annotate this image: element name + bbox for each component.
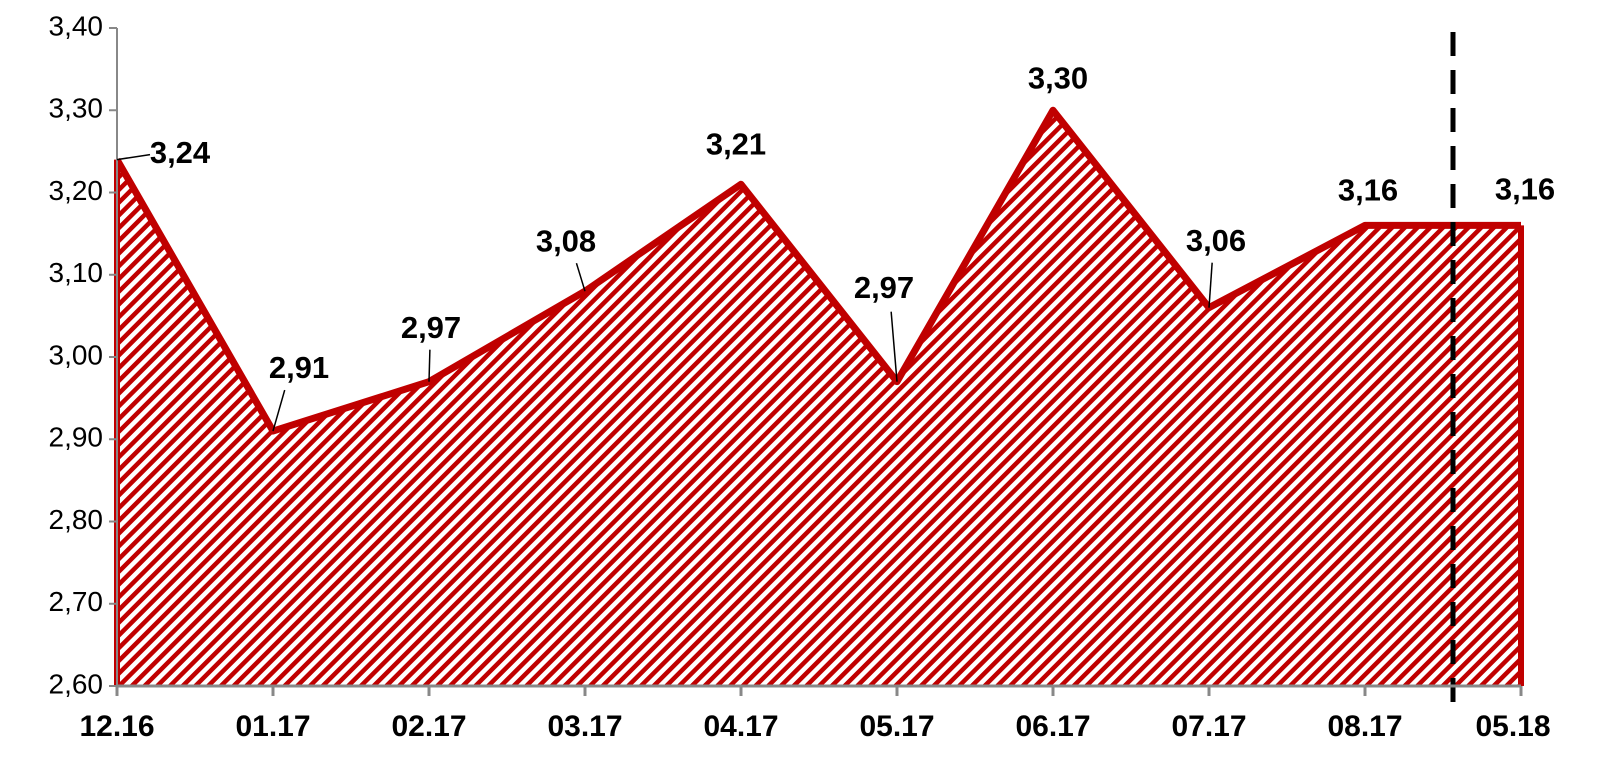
y-tick-label: 3,00 [49, 339, 104, 370]
value-label: 3,16 [1495, 172, 1555, 207]
x-tick-label: 06.17 [1015, 710, 1090, 743]
y-tick-label: 2,60 [49, 668, 104, 699]
leader-line [890, 311, 898, 382]
y-tick-label: 3,20 [49, 175, 104, 206]
leader-line [575, 262, 586, 292]
leader-line [116, 153, 151, 161]
value-label: 3,06 [1186, 223, 1246, 258]
value-label: 2,97 [854, 270, 914, 305]
x-tick-label: 03.17 [547, 710, 622, 743]
x-tick-label: 04.17 [703, 710, 778, 743]
value-label: 3,16 [1338, 173, 1398, 208]
area [117, 110, 1521, 686]
leader-line [1208, 262, 1213, 308]
y-tick-label: 3,30 [49, 93, 104, 124]
x-tick-label: 12.16 [79, 710, 154, 743]
y-tick-label: 3,10 [49, 257, 104, 288]
area-line [113, 106, 1521, 435]
y-tick-label: 2,80 [49, 504, 104, 535]
value-label: 3,21 [706, 126, 766, 161]
x-tick-label: 05.18 [1475, 710, 1550, 743]
value-label: 3,08 [536, 223, 596, 258]
x-tick-label: 07.17 [1171, 710, 1246, 743]
x-tick-label: 01.17 [235, 710, 310, 743]
value-label: 3,24 [150, 135, 211, 170]
value-label: 2,91 [269, 350, 329, 385]
value-label: 3,30 [1028, 60, 1088, 95]
leader-line [428, 349, 431, 382]
y-tick-label: 2,70 [49, 586, 104, 617]
x-tick-label: 08.17 [1327, 710, 1402, 743]
leader-line [272, 389, 286, 432]
y-tick-label: 2,90 [49, 422, 104, 453]
value-label: 2,97 [401, 310, 461, 345]
y-tick-label: 3,40 [49, 10, 104, 41]
x-tick-label: 05.17 [859, 710, 934, 743]
x-tick-label: 02.17 [391, 710, 466, 743]
